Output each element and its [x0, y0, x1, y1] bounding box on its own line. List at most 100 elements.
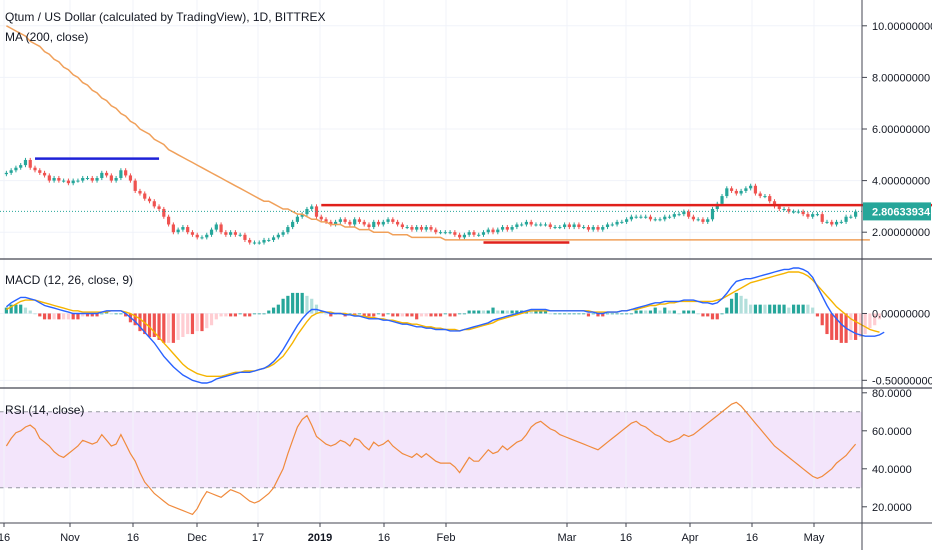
candle-body [596, 227, 600, 230]
candle-body [233, 232, 237, 235]
candle-body [133, 180, 137, 191]
macd-histogram-bar [434, 313, 438, 317]
rsi-line [5, 401, 857, 516]
y-tick-label: 4.00000000 [872, 176, 930, 188]
candle-body [81, 178, 85, 181]
macd-histogram-bar [47, 313, 51, 320]
macd-histogram-bar [119, 313, 123, 315]
macd-histogram-bar [858, 313, 862, 338]
candle-body [472, 232, 476, 235]
candle-body [811, 214, 815, 217]
macd-histogram-bar [229, 313, 233, 317]
candle-body [400, 224, 404, 228]
macd-histogram-bar [66, 313, 71, 320]
macd-histogram-bar [825, 313, 829, 335]
candle-body [229, 232, 233, 235]
candle-body [629, 216, 633, 220]
x-tick-label: 16 [378, 532, 390, 544]
candle-body [190, 232, 195, 235]
candle-body [157, 206, 161, 209]
macd-histogram-bar [849, 313, 853, 340]
chart-title: Qtum / US Dollar (calculated by TradingV… [5, 10, 326, 24]
candle-body [104, 172, 109, 176]
candle-body [610, 224, 614, 226]
macd-histogram-bar [405, 313, 409, 317]
candle-body [520, 224, 524, 226]
candle-body [539, 224, 543, 226]
macd-histogram-bar [491, 307, 495, 314]
candle-body [562, 224, 567, 228]
macd-histogram-bar [863, 313, 867, 335]
macd-histogram-bar [57, 313, 61, 320]
macd-histogram-bar [562, 313, 567, 315]
candle-body [143, 193, 147, 199]
macd-histogram-bar [510, 310, 514, 314]
candle-body [839, 221, 843, 223]
candle-body [281, 232, 285, 235]
candle-body [815, 214, 820, 216]
candle-body [667, 216, 672, 218]
candle-body [195, 234, 199, 238]
macd-histogram-bar [496, 310, 500, 314]
candle-body [52, 178, 56, 181]
macd-histogram-bar [710, 313, 715, 320]
macd-histogram-bar [467, 310, 471, 314]
macd-histogram-bar [472, 310, 476, 314]
candle-body [171, 224, 175, 233]
macd-histogram-bar [839, 313, 843, 343]
rsi-legend: RSI (14, close) [5, 403, 85, 417]
candle-body [138, 190, 142, 194]
macd-histogram-bar [500, 310, 505, 314]
candle-body [486, 229, 490, 233]
candle-body [205, 234, 209, 238]
macd-histogram-bar [749, 304, 753, 314]
candle-body [782, 208, 786, 210]
candle-body [806, 214, 810, 217]
x-tick-label: Nov [60, 532, 80, 544]
macd-histogram-bar [28, 310, 32, 314]
candle-body [300, 214, 304, 217]
candle-body [415, 227, 419, 230]
candle-body [787, 208, 791, 212]
candle-body [758, 193, 762, 197]
macd-histogram-bar [271, 307, 276, 314]
x-tick-label: Feb [437, 532, 456, 544]
x-tick-label: 2019 [308, 532, 332, 544]
macd-histogram-bar [706, 313, 710, 317]
candle-body [147, 198, 152, 202]
macd-histogram-bar [300, 292, 304, 314]
x-tick-label: May [804, 532, 825, 544]
y-tick-label: 8.00000000 [872, 72, 930, 84]
candle-body [248, 239, 252, 243]
candle-body [729, 188, 734, 191]
ma200-line [6, 25, 870, 241]
macd-histogram-bar [477, 310, 481, 314]
candle-body [515, 224, 519, 228]
candle-body [825, 221, 829, 223]
candle-body [577, 224, 581, 228]
candle-body [324, 219, 328, 222]
candle-body [491, 229, 495, 233]
macd-histogram-bar [252, 313, 257, 315]
y-tick-label: 20.0000 [872, 502, 912, 514]
macd-histogram-bar [190, 313, 195, 335]
candle-body [333, 221, 338, 225]
macd-histogram-bar [71, 313, 75, 320]
candle-body [677, 214, 681, 216]
candle-body [391, 219, 395, 222]
macd-histogram-bar [558, 313, 562, 315]
candle-body [725, 188, 729, 197]
macd-histogram-bar [815, 313, 820, 317]
macd-histogram-bar [214, 313, 218, 320]
macd-histogram-bar [515, 310, 519, 314]
x-tick-label: 16 [0, 532, 10, 544]
candle-body [543, 224, 548, 226]
candle-body [605, 224, 610, 228]
candle-body [243, 234, 247, 240]
macd-histogram-bar [276, 304, 280, 314]
macd-histogram-bar [310, 298, 314, 314]
macd-histogram-bar [14, 304, 18, 314]
macd-histogram-bar [753, 304, 758, 314]
candle-body [844, 216, 848, 222]
